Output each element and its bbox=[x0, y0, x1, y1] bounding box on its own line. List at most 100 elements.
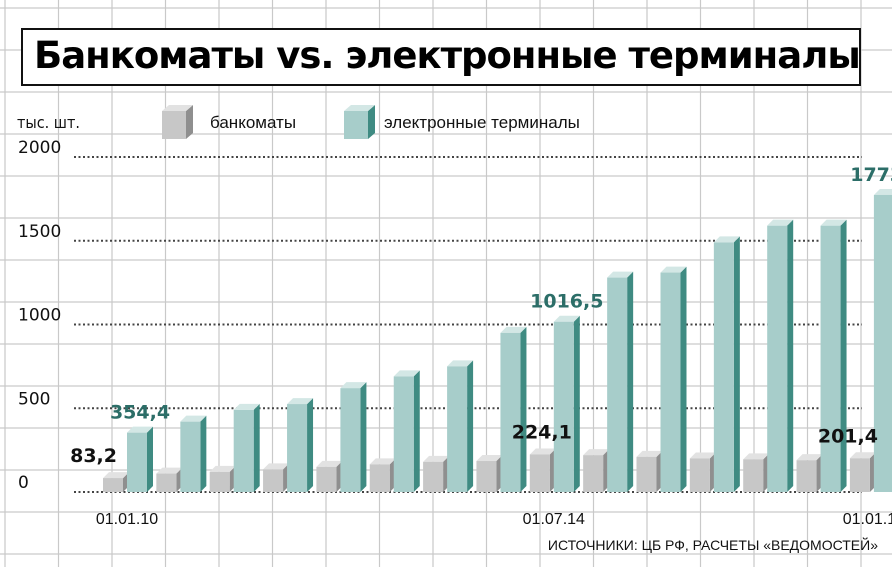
bar-top bbox=[447, 360, 474, 367]
x-axis-tick-labels: 01.01.10 01.07.14 01.01.17 bbox=[96, 511, 892, 528]
bar-top bbox=[743, 453, 770, 460]
bar-terminal bbox=[233, 403, 260, 492]
title-frame bbox=[21, 28, 861, 86]
bar-atm bbox=[583, 449, 610, 492]
value-gridlines bbox=[74, 156, 862, 493]
bar-terminal bbox=[340, 382, 367, 492]
bar-front bbox=[583, 455, 604, 492]
bar-atm bbox=[796, 454, 823, 492]
bar-top bbox=[287, 398, 314, 405]
bars bbox=[103, 188, 892, 493]
bar-front bbox=[340, 388, 361, 492]
bar-side bbox=[840, 219, 847, 493]
bar-terminal bbox=[447, 360, 474, 492]
bar-atm bbox=[476, 455, 503, 492]
bar-front bbox=[287, 404, 308, 492]
bar-terminal bbox=[767, 219, 794, 493]
bar-terminal bbox=[873, 188, 892, 492]
bar-top bbox=[873, 188, 892, 195]
bar-terminal bbox=[660, 266, 687, 492]
bar-top bbox=[713, 236, 740, 243]
bar-front bbox=[393, 376, 414, 492]
data-labels: 83,2 354,4 224,1 1016,5 201,4 1773,2 bbox=[70, 164, 892, 467]
bar-top bbox=[820, 219, 847, 226]
swatch-front bbox=[162, 111, 186, 139]
bar-atm bbox=[636, 450, 663, 492]
bar-atm bbox=[743, 453, 770, 492]
bar-side bbox=[413, 370, 420, 492]
bar-top bbox=[340, 382, 367, 389]
legend-label-atms: банкоматы bbox=[210, 113, 297, 132]
bar-top bbox=[767, 219, 794, 226]
bar-side bbox=[573, 315, 580, 492]
bar-front bbox=[713, 242, 734, 492]
bar-side bbox=[467, 360, 474, 492]
bar-terminal bbox=[180, 415, 207, 492]
bar-top bbox=[103, 472, 129, 479]
bar-front bbox=[820, 225, 841, 493]
bar-top bbox=[393, 370, 420, 377]
bar-top bbox=[553, 315, 580, 322]
data-label: 83,2 bbox=[70, 445, 117, 467]
bar-top bbox=[423, 455, 450, 462]
bar-terminal bbox=[287, 398, 314, 492]
bar-terminal bbox=[713, 236, 740, 492]
x-tick-label: 01.01.10 bbox=[96, 511, 158, 528]
bar-side bbox=[627, 271, 634, 492]
bar-front bbox=[263, 469, 284, 492]
bar-atm bbox=[316, 460, 343, 492]
bar-top bbox=[180, 415, 207, 422]
bar-atm bbox=[423, 455, 450, 492]
bar-top bbox=[689, 452, 716, 459]
bar-side bbox=[307, 398, 314, 492]
bar-atm bbox=[156, 467, 183, 492]
x-tick-label: 01.07.14 bbox=[523, 511, 585, 528]
bar-front bbox=[103, 478, 123, 492]
bar-atm bbox=[529, 448, 556, 492]
bar-top bbox=[209, 465, 236, 472]
bar-terminal bbox=[553, 315, 580, 492]
legend-swatch-terminals bbox=[344, 105, 375, 139]
bar-atm bbox=[103, 472, 129, 492]
bar-side bbox=[200, 415, 207, 492]
swatch-side bbox=[186, 105, 193, 139]
bar-top bbox=[316, 460, 343, 467]
chart-title: Банкоматы vs. электронные терминалы bbox=[34, 34, 861, 77]
bar-front bbox=[209, 471, 230, 492]
swatch-top bbox=[162, 105, 193, 111]
bar-front bbox=[607, 277, 628, 492]
y-tick-label: 500 bbox=[18, 389, 50, 409]
legend-swatch-atms bbox=[162, 105, 193, 139]
data-label: 354,4 bbox=[110, 402, 170, 424]
bar-terminal bbox=[820, 219, 847, 493]
y-tick-label: 1000 bbox=[18, 306, 61, 326]
x-tick-label: 01.01.17 bbox=[843, 511, 892, 528]
bar-top bbox=[660, 266, 687, 273]
bar-top bbox=[156, 467, 183, 474]
bar-atm bbox=[263, 463, 290, 492]
bar-top bbox=[500, 326, 527, 333]
bar-atm bbox=[849, 452, 876, 492]
bar-atm bbox=[209, 465, 236, 492]
legend-swatches bbox=[162, 105, 375, 139]
bar-terminal bbox=[393, 370, 420, 492]
bar-top bbox=[127, 426, 153, 433]
bar-top bbox=[529, 448, 556, 455]
bar-front bbox=[636, 456, 657, 492]
bar-front bbox=[743, 459, 764, 492]
data-label: 224,1 bbox=[512, 421, 572, 443]
bar-front bbox=[689, 458, 710, 492]
bar-front bbox=[873, 194, 892, 492]
y-tick-label: 2000 bbox=[18, 138, 61, 158]
data-label: 1016,5 bbox=[530, 291, 603, 313]
swatch-top bbox=[344, 105, 375, 111]
y-tick-label: 1500 bbox=[18, 222, 61, 242]
bar-top bbox=[607, 271, 634, 278]
bar-top bbox=[233, 403, 260, 410]
y-axis-tick-labels: 0 500 1000 1500 2000 bbox=[18, 138, 61, 493]
bar-front bbox=[447, 366, 468, 492]
bar-front bbox=[553, 321, 574, 492]
bar-front bbox=[233, 409, 254, 492]
data-label: 201,4 bbox=[818, 425, 878, 447]
